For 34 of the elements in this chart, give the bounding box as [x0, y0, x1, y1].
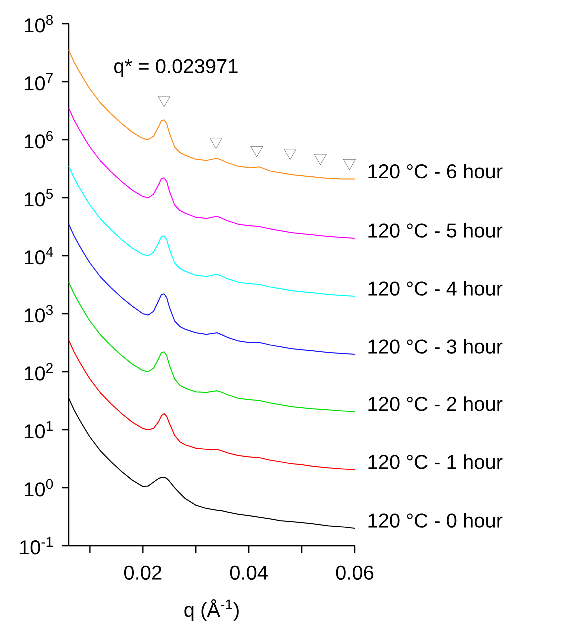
point [210, 138, 222, 150]
series-label: 120 °C - 5 hour [368, 223, 503, 238]
point [158, 96, 171, 108]
series-label: 120 °C - 3 hour [368, 339, 503, 354]
y-tick-label: 10$^{-1}$ [20, 537, 53, 555]
series-label: 120 °C - 1 hour [368, 454, 503, 470]
y-tick-label: 10$^{8}$ [25, 15, 54, 33]
y-tick-label: 10$^{7}$ [25, 73, 53, 91]
series-label: 120 °C - 2 hour [368, 396, 503, 412]
annotation: q* = 0.023971 [114, 59, 238, 78]
y-tick-label: 10$^{5}$ [25, 189, 54, 207]
point [250, 146, 264, 158]
y-tick-label: 10$^{2}$ [25, 363, 53, 381]
y-tick-label: 10$^{4}$ [25, 247, 54, 265]
line-series [68, 282, 356, 412]
point [284, 149, 297, 160]
y-tick-label: 10$^{0}$ [25, 479, 54, 497]
y-tick-label: 10$^{1}$ [25, 421, 53, 439]
series-label: 120 °C - 4 hour [368, 281, 503, 296]
point [343, 159, 356, 170]
line-series [68, 50, 356, 180]
series-label: 120 °C - 0 hour [368, 513, 503, 528]
x-tick-label: 0.06 [336, 566, 374, 580]
line-series [68, 108, 356, 240]
series-label: 120 °C - 6 hour [368, 164, 503, 179]
line-series [68, 224, 356, 356]
x-tick-label: 0.04 [230, 566, 268, 580]
x-axis-title: q (Å$^{-1}$) [184, 600, 239, 622]
point [314, 154, 327, 166]
line-series [68, 166, 356, 298]
y-tick-label: 10$^{6}$ [25, 131, 54, 149]
line-series [68, 340, 356, 470]
y-tick-label: 10$^{3}$ [25, 305, 54, 323]
x-tick-label: 0.02 [124, 566, 162, 580]
